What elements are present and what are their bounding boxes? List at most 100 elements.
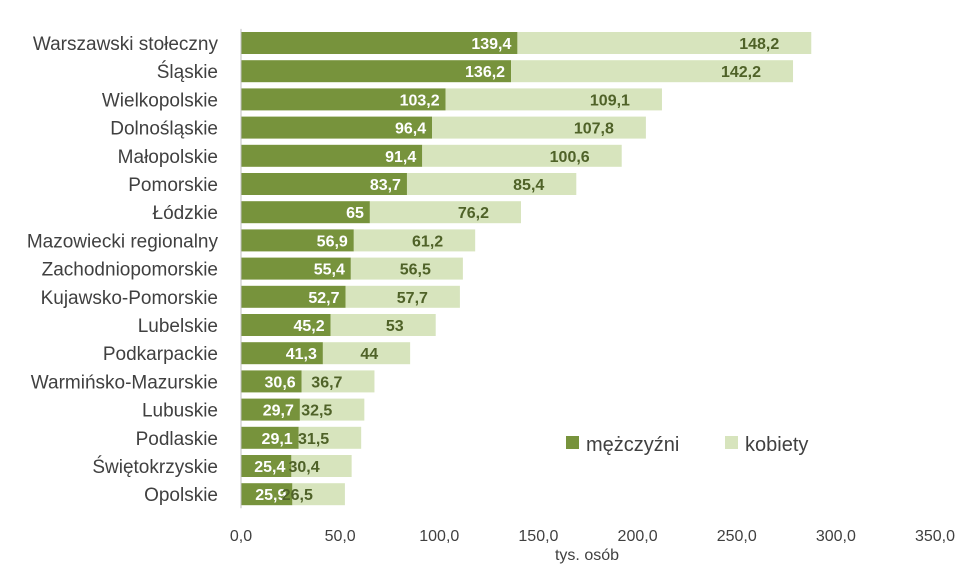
bar-women — [369, 201, 521, 224]
bar-men — [241, 257, 351, 280]
data-label-men: 65 — [346, 205, 364, 222]
legend-label-men: mężczyźni — [586, 434, 679, 456]
bar-women — [432, 116, 646, 139]
bar-women — [345, 285, 460, 308]
bar-women — [422, 144, 622, 167]
bar-men — [241, 173, 407, 195]
data-label-men: 139,4 — [471, 36, 511, 53]
x-tick-label: 250,0 — [717, 528, 757, 545]
legend-label-women: kobiety — [745, 434, 808, 456]
data-label-women: 36,7 — [311, 374, 342, 391]
x-tick-label: 200,0 — [618, 528, 658, 545]
bar-women — [301, 370, 375, 393]
data-label-men: 41,3 — [286, 346, 317, 363]
bar-women — [406, 173, 577, 195]
x-tick-label: 300,0 — [816, 528, 856, 545]
bar-men — [241, 342, 323, 365]
data-label-men: 30,6 — [265, 374, 296, 391]
data-label-men: 52,7 — [308, 290, 339, 307]
data-label-women: 57,7 — [397, 290, 428, 307]
bar-men — [241, 144, 423, 167]
bar-men — [241, 201, 370, 224]
category-label: Małopolskie — [118, 147, 218, 168]
category-label: Zachodniopomorskie — [42, 260, 218, 281]
data-label-women: 100,6 — [550, 149, 590, 166]
x-tick-label: 50,0 — [325, 528, 356, 545]
data-label-men: 96,4 — [395, 121, 426, 138]
data-label-women: 61,2 — [412, 233, 443, 250]
x-axis-title: tys. osób — [555, 547, 619, 564]
x-tick-label: 0,0 — [230, 528, 252, 545]
bar-men — [241, 483, 293, 506]
bar-men — [241, 398, 300, 421]
data-label-women: 53 — [386, 318, 404, 335]
bar-women — [517, 32, 812, 54]
bar-men — [241, 314, 331, 336]
data-label-men: 45,2 — [293, 318, 324, 335]
data-label-men: 56,9 — [317, 233, 348, 250]
category-label: Śląskie — [157, 61, 218, 83]
bar-women — [322, 342, 411, 365]
category-label: Łódzkie — [153, 203, 219, 224]
data-label-women: 148,2 — [739, 36, 779, 53]
legend-swatch-men — [566, 436, 579, 449]
category-label: Świętokrzyskie — [92, 456, 218, 478]
data-label-women: 31,5 — [298, 431, 329, 448]
data-label-women: 56,5 — [400, 262, 431, 279]
category-label: Warmińsko-Mazurskie — [31, 372, 218, 393]
category-label: Kujawsko-Pomorskie — [41, 288, 218, 309]
data-label-women: 107,8 — [574, 121, 614, 138]
category-label: Wielkopolskie — [102, 90, 218, 111]
category-label: Podlaskie — [136, 429, 218, 450]
bar-men — [241, 32, 518, 54]
bar-men — [241, 370, 302, 393]
bar-women — [292, 483, 345, 506]
data-label-men: 91,4 — [385, 149, 416, 166]
bar-women — [291, 455, 352, 477]
category-label: Pomorskie — [128, 175, 218, 196]
x-tick-label: 150,0 — [518, 528, 558, 545]
legend: mężczyźni kobiety — [566, 434, 808, 456]
category-label: Opolskie — [144, 485, 218, 506]
x-tick-label: 350,0 — [915, 528, 955, 545]
data-label-women: 85,4 — [513, 177, 544, 194]
category-label: Podkarpackie — [103, 344, 218, 365]
bar-women — [299, 398, 365, 421]
legend-swatch-women — [725, 436, 738, 449]
bars-group: 139,4 148,2 136,2 142,2 103,2 109,1 96,4 107,8 9… — [241, 32, 812, 506]
bar-women — [445, 88, 662, 111]
category-label: Lubelskie — [138, 316, 218, 337]
data-label-men: 83,7 — [370, 177, 401, 194]
category-label: Mazowiecki regionalny — [27, 231, 219, 252]
data-label-men: 103,2 — [400, 92, 440, 109]
bar-men — [241, 229, 354, 252]
data-label-men: 136,2 — [465, 64, 505, 81]
data-label-women: 76,2 — [458, 205, 489, 222]
category-label: Warszawski stołeczny — [33, 34, 219, 55]
data-label-women: 32,5 — [301, 403, 332, 420]
bar-women — [330, 314, 436, 336]
bar-men — [241, 116, 433, 139]
bar-men — [241, 88, 446, 111]
bar-men — [241, 60, 512, 83]
data-label-women: 142,2 — [721, 64, 761, 81]
data-label-men: 29,1 — [262, 431, 293, 448]
x-axis-tick-labels: 0,0 50,0 100,0 150,0 200,0 250,0 300,0 350,0 — [230, 528, 955, 545]
bar-women — [353, 229, 476, 252]
data-label-women: 109,1 — [590, 92, 630, 109]
bar-women — [298, 426, 362, 449]
bar-men — [241, 455, 292, 477]
data-label-men: 25,4 — [254, 459, 285, 476]
bar-women — [350, 257, 463, 280]
category-labels: Warszawski stołeczny Śląskie Wielkopolskie… — [27, 34, 219, 506]
x-tick-label: 100,0 — [419, 528, 459, 545]
category-label: Lubuskie — [142, 401, 218, 422]
bar-men — [241, 285, 346, 308]
data-label-men: 29,7 — [263, 403, 294, 420]
data-label-women: 44 — [360, 346, 378, 363]
bar-men — [241, 426, 299, 449]
data-label-women: 30,4 — [289, 459, 320, 476]
bar-women — [511, 60, 794, 83]
data-label-men: 25,9 — [255, 487, 286, 504]
